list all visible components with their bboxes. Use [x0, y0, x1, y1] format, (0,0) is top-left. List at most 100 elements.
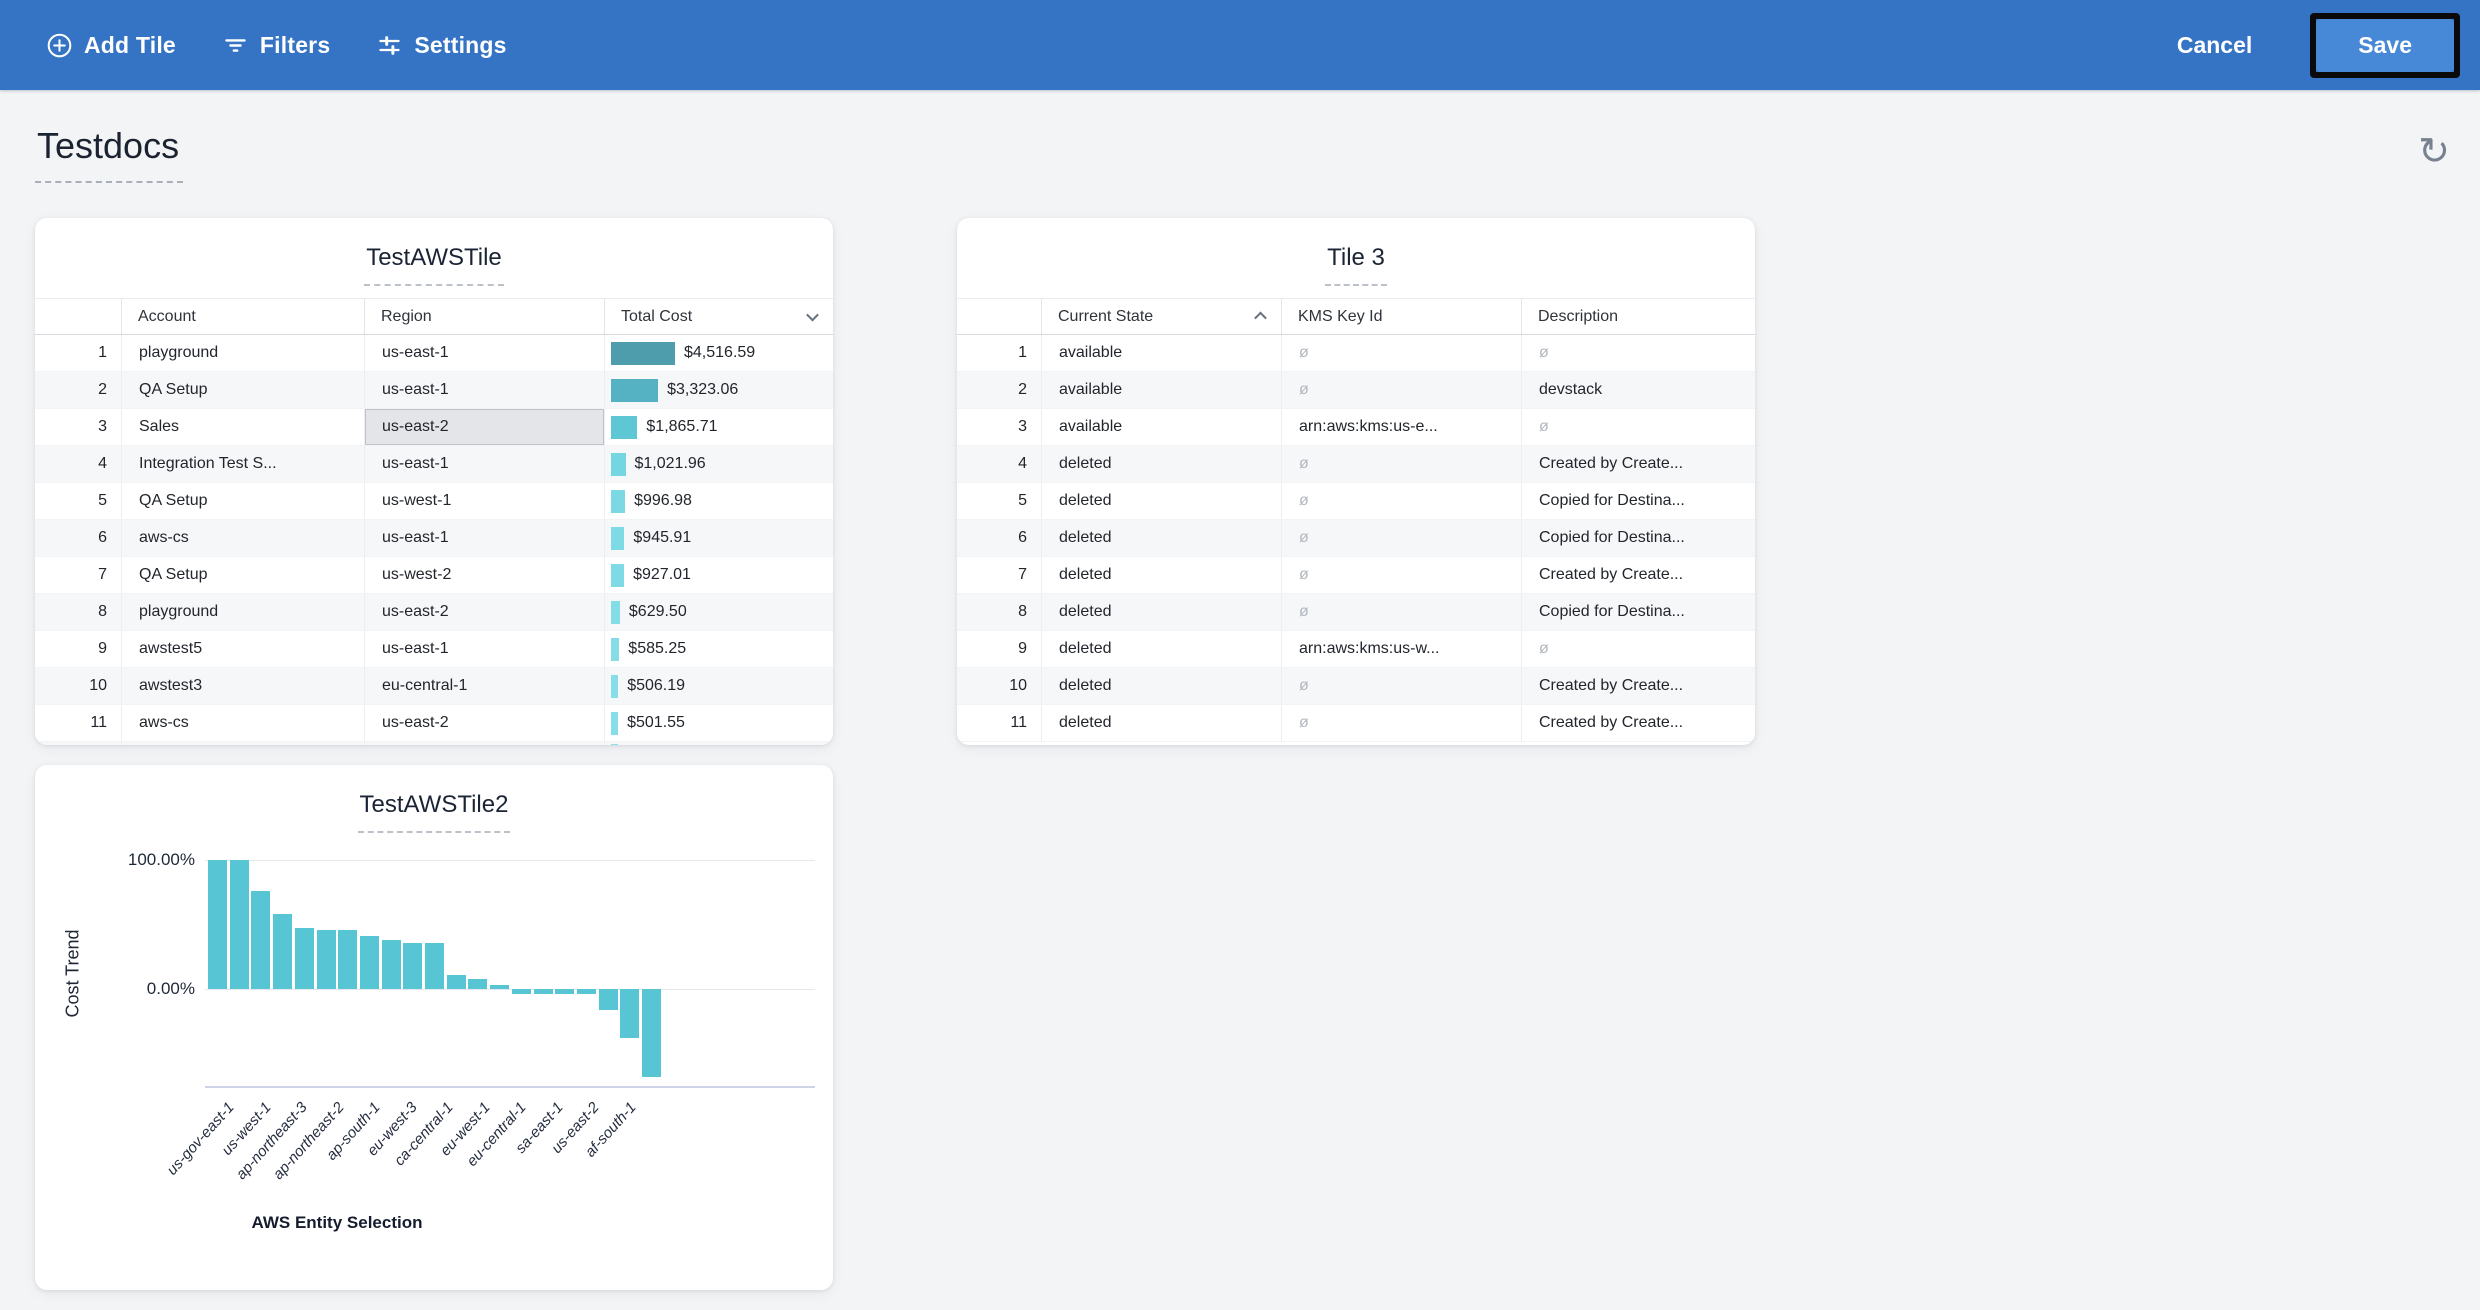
cell-current-state[interactable]: available	[1041, 409, 1281, 445]
cell-account[interactable]: QA Setup	[121, 372, 364, 408]
chart-bar[interactable]	[316, 930, 336, 989]
chart-bar[interactable]	[555, 989, 575, 995]
cell-region[interactable]: us-west-2	[364, 557, 604, 593]
cell-current-state[interactable]: available	[1041, 335, 1281, 371]
column-header-description[interactable]: Description	[1521, 299, 1755, 334]
column-header-total-cost[interactable]: Total Cost	[604, 299, 833, 334]
cell-total-cost[interactable]: $996.98	[604, 483, 833, 519]
chart-bar[interactable]	[381, 940, 401, 989]
dashboard-title[interactable]: Testdocs	[35, 125, 184, 183]
chart-bar[interactable]	[403, 943, 423, 989]
cell-kms-key-id[interactable]: ø	[1281, 520, 1521, 556]
cell-account[interactable]: aws-cs	[121, 520, 364, 556]
cell-total-cost[interactable]	[604, 742, 833, 745]
chart-bar[interactable]	[446, 974, 466, 989]
cell-description[interactable]: ø	[1521, 335, 1755, 371]
cell-kms-key-id[interactable]: ø	[1281, 557, 1521, 593]
cell-region[interactable]: us-east-1	[364, 372, 604, 408]
cell-total-cost[interactable]: $629.50	[604, 594, 833, 630]
cell-description[interactable]: Created by Create...	[1521, 705, 1755, 741]
column-header-region[interactable]: Region	[364, 299, 604, 334]
chart-bar[interactable]	[338, 930, 358, 989]
cell-account[interactable]: aws-cs	[121, 705, 364, 741]
cell-description[interactable]: Copied for Destina...	[1521, 594, 1755, 630]
cell-total-cost[interactable]: $4,516.59	[604, 335, 833, 371]
cell-kms-key-id[interactable]: ø	[1281, 446, 1521, 482]
cell-kms-key-id[interactable]: ø	[1281, 483, 1521, 519]
chart-bar[interactable]	[208, 860, 227, 989]
cell-total-cost[interactable]: $927.01	[604, 557, 833, 593]
column-header-kms-key-id[interactable]: KMS Key Id	[1281, 299, 1521, 334]
cell-current-state[interactable]: deleted	[1041, 668, 1281, 704]
chart-bar[interactable]	[294, 928, 314, 989]
tile-title[interactable]: Tile 3	[957, 244, 1755, 286]
cell-region[interactable]: us-east-2	[364, 594, 604, 630]
cell-description[interactable]: ø	[1521, 631, 1755, 667]
cell-account[interactable]: awstest5	[121, 631, 364, 667]
cell-description[interactable]: ø	[1521, 409, 1755, 445]
chart-bar[interactable]	[490, 985, 510, 989]
cell-total-cost[interactable]: $506.19	[604, 668, 833, 704]
cell-description[interactable]: Created by Create...	[1521, 446, 1755, 482]
filters-button[interactable]: Filters	[222, 32, 330, 59]
cell-current-state[interactable]: available	[1041, 372, 1281, 408]
cell-total-cost[interactable]: $3,323.06	[604, 372, 833, 408]
cell-current-state[interactable]: deleted	[1041, 557, 1281, 593]
cell-account[interactable]: QA Setup	[121, 483, 364, 519]
cell-region[interactable]: us-east-1	[364, 335, 604, 371]
cell-description[interactable]: devstack	[1521, 372, 1755, 408]
cell-account[interactable]: Sales	[121, 409, 364, 445]
cell-total-cost[interactable]: $1,021.96	[604, 446, 833, 482]
cell-account[interactable]	[121, 742, 364, 745]
cell-region[interactable]: us-east-2	[364, 705, 604, 741]
cell-region[interactable]: us-east-1	[364, 446, 604, 482]
cell-kms-key-id[interactable]: ø	[1281, 705, 1521, 741]
tile-title[interactable]: TestAWSTile2	[35, 791, 833, 833]
cell-region[interactable]	[364, 742, 604, 745]
cell-description[interactable]: Created by Create...	[1521, 557, 1755, 593]
cell-current-state[interactable]: deleted	[1041, 594, 1281, 630]
cell-current-state[interactable]: deleted	[1041, 520, 1281, 556]
settings-button[interactable]: Settings	[376, 32, 506, 59]
cell-region[interactable]: us-east-1	[364, 631, 604, 667]
refresh-icon[interactable]: ↻	[2418, 131, 2450, 173]
cell-kms-key-id[interactable]: arn:aws:kms:us-w...	[1281, 631, 1521, 667]
column-header-current-state[interactable]: Current State	[1041, 299, 1281, 334]
cell-region[interactable]: us-west-1	[364, 483, 604, 519]
cell-current-state[interactable]: deleted	[1041, 446, 1281, 482]
chart-bar[interactable]	[251, 891, 271, 989]
chart-bar[interactable]	[229, 860, 249, 989]
cell-description[interactable]: Created by Create...	[1521, 668, 1755, 704]
cell-account[interactable]: QA Setup	[121, 557, 364, 593]
chart-bar[interactable]	[576, 989, 596, 995]
cell-total-cost[interactable]: $1,865.71	[604, 409, 833, 445]
chart-bar[interactable]	[598, 989, 618, 1010]
cell-account[interactable]: playground	[121, 335, 364, 371]
column-header-account[interactable]: Account	[121, 299, 364, 334]
tile-title[interactable]: TestAWSTile	[35, 244, 833, 286]
cell-description[interactable]: Copied for Destina...	[1521, 520, 1755, 556]
chart-bar[interactable]	[468, 979, 488, 989]
cell-description[interactable]: Copied for Destina...	[1521, 483, 1755, 519]
cell-current-state[interactable]: deleted	[1041, 631, 1281, 667]
cell-total-cost[interactable]: $585.25	[604, 631, 833, 667]
cell-total-cost[interactable]: $945.91	[604, 520, 833, 556]
cell-kms-key-id[interactable]: arn:aws:kms:us-e...	[1281, 409, 1521, 445]
cell-kms-key-id[interactable]: ø	[1281, 668, 1521, 704]
chart-bar[interactable]	[511, 989, 531, 995]
cell-account[interactable]: playground	[121, 594, 364, 630]
chart-bar[interactable]	[273, 914, 293, 989]
cell-kms-key-id[interactable]: ø	[1281, 372, 1521, 408]
cell-current-state[interactable]: deleted	[1041, 483, 1281, 519]
chart-bar[interactable]	[425, 943, 444, 989]
cell-region[interactable]: us-east-2	[364, 409, 604, 445]
cancel-button[interactable]: Cancel	[2176, 31, 2253, 58]
cell-account[interactable]: awstest3	[121, 668, 364, 704]
cell-total-cost[interactable]: $501.55	[604, 705, 833, 741]
cell-account[interactable]: Integration Test S...	[121, 446, 364, 482]
cell-kms-key-id[interactable]: ø	[1281, 594, 1521, 630]
cell-region[interactable]: eu-central-1	[364, 668, 604, 704]
chart-bar[interactable]	[620, 989, 640, 1038]
add-tile-button[interactable]: Add Tile	[46, 32, 176, 59]
cell-region[interactable]: us-east-1	[364, 520, 604, 556]
